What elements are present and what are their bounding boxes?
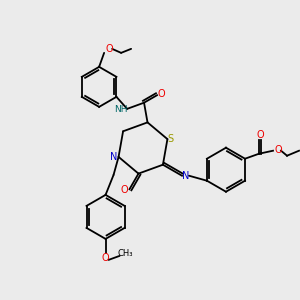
- Text: N: N: [182, 171, 190, 181]
- Text: O: O: [157, 89, 165, 99]
- Text: O: O: [256, 130, 264, 140]
- Text: CH₃: CH₃: [118, 249, 133, 258]
- Text: S: S: [167, 134, 173, 144]
- Text: N: N: [110, 152, 117, 162]
- Text: O: O: [274, 145, 282, 155]
- Text: O: O: [121, 185, 128, 195]
- Text: O: O: [105, 44, 113, 54]
- Text: NH: NH: [114, 105, 128, 114]
- Text: O: O: [102, 253, 110, 263]
